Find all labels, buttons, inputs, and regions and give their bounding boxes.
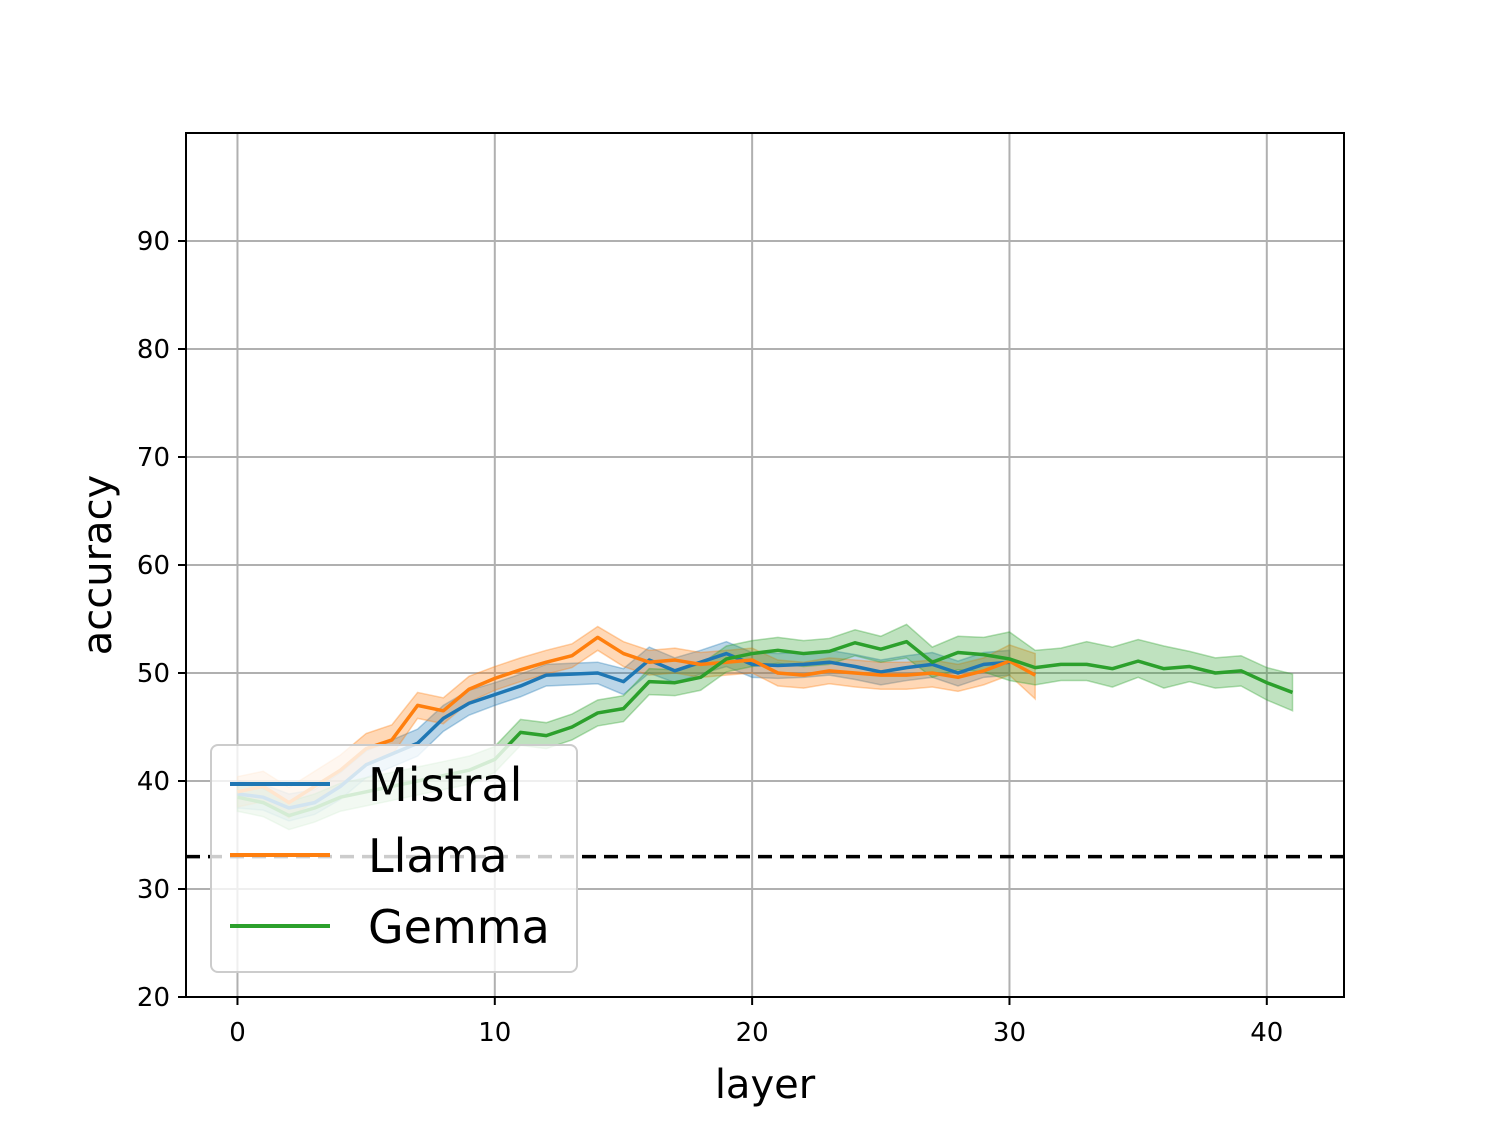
y-tick-label: 90: [137, 227, 170, 257]
y-axis-label: accuracy: [75, 475, 121, 655]
y-tick-label: 70: [137, 443, 170, 473]
axis-ticks: 0 10 20 30 40 20 30 40 50 60 70 80 90: [137, 227, 1283, 1048]
band-llama: [236, 625, 1036, 819]
y-tick-label: 60: [137, 551, 170, 581]
x-axis-label: layer: [715, 1062, 816, 1108]
y-tick-label: 30: [137, 875, 170, 905]
y-tick-label: 40: [137, 767, 170, 797]
band-gemma: [236, 623, 1294, 831]
x-tick-label: 40: [1250, 1018, 1283, 1048]
legend-label-llama: Llama: [368, 829, 508, 883]
x-tick-label: 20: [736, 1018, 769, 1048]
legend-label-gemma: Gemma: [368, 900, 550, 954]
legend-label-mistral: Mistral: [368, 758, 522, 812]
x-tick-label: 30: [993, 1018, 1026, 1048]
y-tick-label: 80: [137, 335, 170, 365]
x-tick-label: 0: [229, 1018, 246, 1048]
legend: Mistral Llama Gemma: [210, 744, 578, 973]
y-tick-label: 20: [137, 983, 170, 1013]
y-tick-label: 50: [137, 659, 170, 689]
legend-box: [210, 744, 578, 973]
x-tick-label: 10: [478, 1018, 511, 1048]
